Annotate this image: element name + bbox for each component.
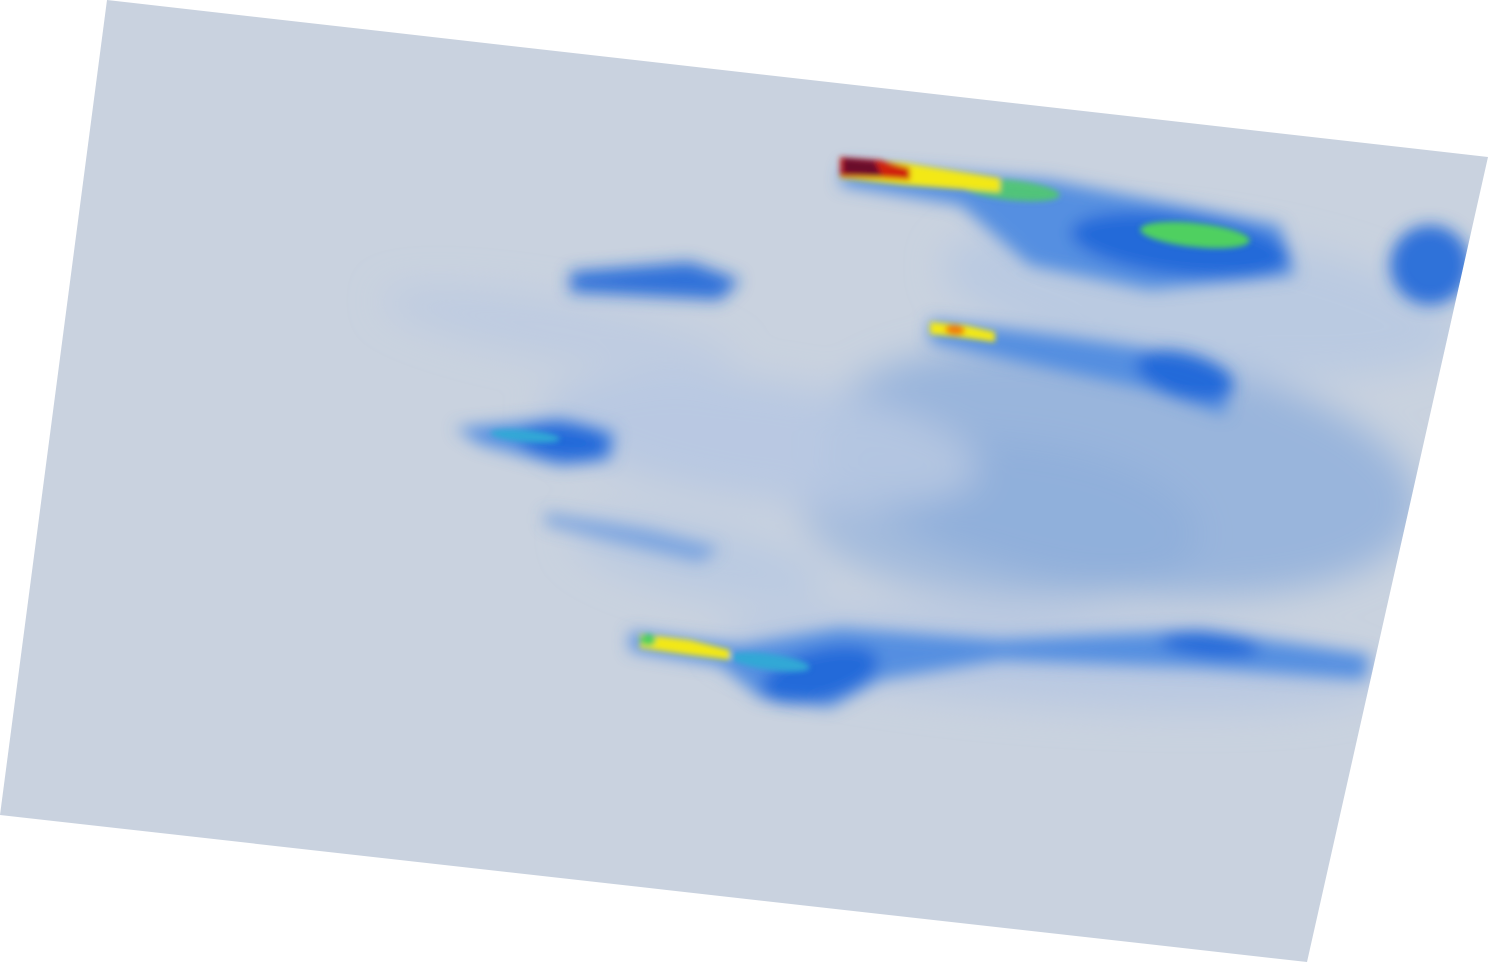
diffuse-upper-left [382, 286, 738, 374]
plume-bottom-cyan [730, 652, 810, 672]
plume-mid-right-tail [1136, 350, 1234, 400]
plume-mid-right-orange [945, 324, 965, 336]
plume-core-layer [490, 157, 1250, 672]
plume-bottom-source [640, 634, 656, 646]
plume-mid-right-body [930, 320, 1230, 415]
plume-faint-lower [545, 512, 720, 562]
plume-bottom-far-knot [1160, 632, 1260, 658]
plume-top-edge-blob [1390, 225, 1470, 305]
plume-upper-left-body [570, 262, 740, 300]
plume-body-layer [455, 165, 1470, 708]
plume-bottom-yellow [640, 634, 730, 660]
diffuse-mid-band [541, 373, 979, 507]
plume-top-source [843, 158, 882, 176]
plume-left-mid-cyan [490, 429, 560, 443]
plume-top-green-core [1140, 221, 1250, 249]
